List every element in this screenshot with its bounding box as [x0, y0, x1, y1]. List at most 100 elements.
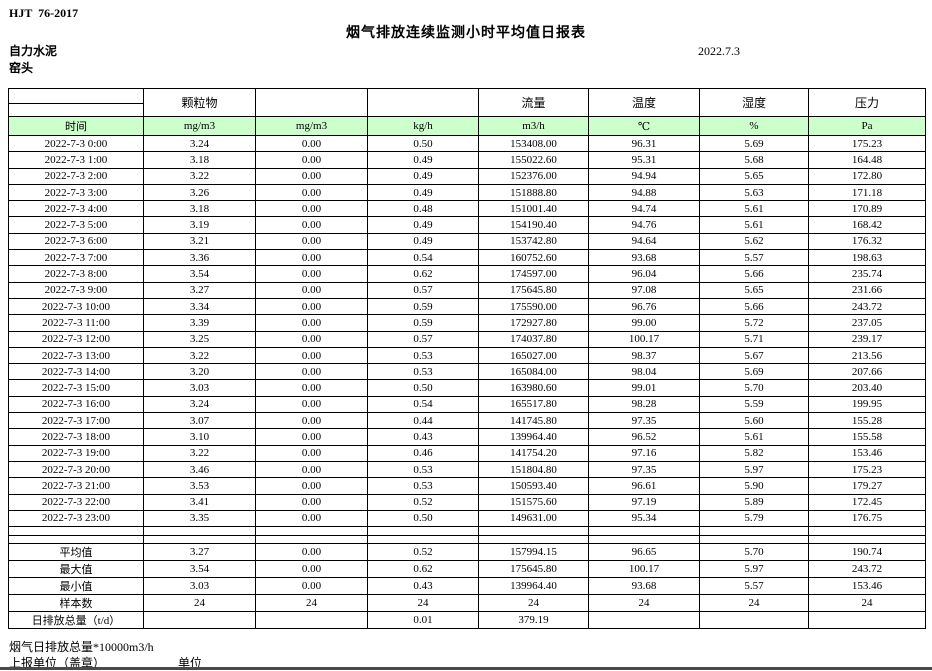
value-cell: 155.28 [808, 412, 926, 430]
time-cell: 2022-7-3 12:00 [8, 330, 144, 348]
group-header-cell: 湿度 [699, 88, 809, 117]
empty-cell [478, 526, 589, 537]
value-cell: 3.41 [143, 493, 256, 511]
value-cell: 3.20 [143, 363, 256, 381]
value-cell: 0.00 [255, 330, 368, 348]
unit-cell: m3/h [478, 116, 589, 136]
value-cell: 172.45 [808, 493, 926, 511]
value-cell: 237.05 [808, 314, 926, 332]
value-cell: 96.52 [588, 428, 700, 446]
value-cell: 151001.40 [478, 200, 589, 218]
value-cell: 98.28 [588, 395, 700, 414]
value-cell: 165027.00 [478, 346, 589, 365]
value-cell: 0.43 [367, 428, 479, 446]
time-cell: 2022-7-3 21:00 [8, 477, 144, 495]
summary-value-cell: 100.17 [588, 560, 700, 579]
value-cell: 3.36 [143, 249, 256, 267]
value-cell: 0.44 [367, 412, 479, 430]
value-cell: 0.54 [367, 395, 479, 414]
empty-cell [699, 535, 809, 545]
value-cell: 152376.00 [478, 167, 589, 185]
hourly-data-row: 2022-7-3 3:00 3.26 0.00 0.49 151888.80 94.88 5… [8, 183, 926, 202]
time-cell: 2022-7-3 23:00 [8, 509, 144, 528]
time-cell: 2022-7-3 22:00 [8, 493, 144, 511]
summary-value-cell: 243.72 [808, 560, 926, 579]
summary-value-cell: 153.46 [808, 577, 926, 596]
value-cell: 5.68 [699, 151, 809, 169]
hourly-data-row: 2022-7-3 9:00 3.27 0.00 0.57 175645.80 97.08 5… [8, 281, 926, 299]
hourly-data-row: 2022-7-3 6:00 3.21 0.00 0.49 153742.80 94.64 5… [8, 232, 926, 251]
value-cell: 176.32 [808, 232, 926, 251]
value-cell: 0.50 [367, 379, 479, 397]
value-cell: 5.69 [699, 134, 809, 153]
summary-value-cell [255, 611, 368, 630]
value-cell: 0.00 [255, 314, 368, 332]
report-table-body: 2022-7-3 0:00 3.24 0.00 0.50 153408.00 96.31 5… [8, 134, 926, 630]
value-cell: 5.89 [699, 493, 809, 511]
value-cell: 3.25 [143, 330, 256, 348]
time-cell: 2022-7-3 16:00 [8, 395, 144, 414]
value-cell: 0.00 [255, 183, 368, 202]
hourly-data-row: 2022-7-3 16:00 3.24 0.00 0.54 165517.80 98.28… [8, 395, 926, 414]
value-cell: 198.63 [808, 249, 926, 267]
summary-label-cell: 样本数 [8, 594, 144, 613]
empty-cell [588, 535, 700, 545]
value-cell: 213.56 [808, 346, 926, 365]
unit-label: 单位 [178, 656, 203, 670]
value-cell: 179.27 [808, 477, 926, 495]
summary-value-cell: 0.52 [367, 543, 479, 562]
report-date: 2022.7.3 [698, 44, 740, 58]
summary-value-cell: 5.57 [699, 577, 809, 596]
value-cell: 3.39 [143, 314, 256, 332]
value-cell: 94.74 [588, 200, 700, 218]
hourly-data-row: 2022-7-3 23:00 3.35 0.00 0.50 149631.00 95.34… [8, 509, 926, 528]
value-cell: 0.54 [367, 249, 479, 267]
value-cell: 231.66 [808, 281, 926, 299]
group-header-cell: 流量 [478, 88, 589, 117]
value-cell: 5.66 [699, 265, 809, 283]
summary-value-cell: 175645.80 [478, 560, 589, 579]
value-cell: 93.68 [588, 249, 700, 267]
value-cell: 172.80 [808, 167, 926, 185]
value-cell: 5.60 [699, 412, 809, 430]
empty-cell [8, 526, 144, 537]
hourly-data-row: 2022-7-3 0:00 3.24 0.00 0.50 153408.00 96.31 5… [8, 134, 926, 153]
hourly-data-row: 2022-7-3 14:00 3.20 0.00 0.53 165084.00 98.04… [8, 363, 926, 381]
summary-value-cell: 190.74 [808, 543, 926, 562]
value-cell: 174037.80 [478, 330, 589, 348]
value-cell: 151575.60 [478, 493, 589, 511]
value-cell: 99.01 [588, 379, 700, 397]
summary-label-cell: 最小值 [8, 577, 144, 596]
summary-value-cell: 3.27 [143, 543, 256, 562]
value-cell: 0.00 [255, 428, 368, 446]
value-cell: 0.00 [255, 460, 368, 479]
hourly-data-row: 2022-7-3 4:00 3.18 0.00 0.48 151001.40 94.74 5… [8, 200, 926, 218]
value-cell: 0.49 [367, 183, 479, 202]
hourly-data-row: 2022-7-3 1:00 3.18 0.00 0.49 155022.60 95.31 5… [8, 151, 926, 169]
value-cell: 5.72 [699, 314, 809, 332]
time-cell: 2022-7-3 15:00 [8, 379, 144, 397]
value-cell: 163980.60 [478, 379, 589, 397]
value-cell: 0.00 [255, 265, 368, 283]
value-cell: 3.35 [143, 509, 256, 528]
value-cell: 99.00 [588, 314, 700, 332]
value-cell: 3.34 [143, 297, 256, 316]
value-cell: 165517.80 [478, 395, 589, 414]
time-cell: 2022-7-3 6:00 [8, 232, 144, 251]
summary-row: 最小值 3.03 0.00 0.43 139964.40 93.68 5.57 153.46 [8, 577, 926, 596]
hourly-data-row: 2022-7-3 5:00 3.19 0.00 0.49 154190.40 94.76 5… [8, 216, 926, 234]
empty-cell [367, 526, 479, 537]
value-cell: 5.69 [699, 363, 809, 381]
value-cell: 0.49 [367, 232, 479, 251]
value-cell: 0.53 [367, 363, 479, 381]
value-cell: 0.00 [255, 395, 368, 414]
value-cell: 5.71 [699, 330, 809, 348]
value-cell: 3.21 [143, 232, 256, 251]
hourly-data-row: 2022-7-3 18:00 3.10 0.00 0.43 139964.40 96.52… [8, 428, 926, 446]
value-cell: 97.19 [588, 493, 700, 511]
value-cell: 0.00 [255, 477, 368, 495]
value-cell: 0.00 [255, 379, 368, 397]
value-cell: 160752.60 [478, 249, 589, 267]
value-cell: 98.04 [588, 363, 700, 381]
summary-value-cell: 157994.15 [478, 543, 589, 562]
